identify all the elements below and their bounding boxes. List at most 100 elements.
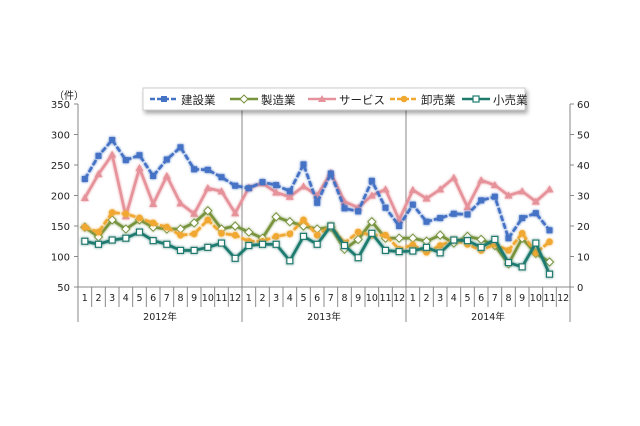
data-point [245, 241, 253, 250]
data-point [531, 197, 540, 205]
data-point [491, 193, 498, 200]
month-label: 9 [519, 293, 525, 304]
data-point [81, 176, 88, 183]
legend-item: 建設業 [150, 93, 216, 107]
data-point [217, 239, 226, 247]
data-point [477, 176, 486, 184]
data-point [232, 182, 239, 189]
month-label: 7 [492, 293, 498, 304]
data-point [136, 214, 143, 222]
data-point [286, 230, 294, 238]
month-label: 1 [410, 293, 416, 304]
left-tick-label: 300 [51, 131, 70, 142]
data-point [435, 230, 445, 240]
month-label: 12 [229, 293, 241, 304]
legend-label: 卸売業 [421, 93, 456, 107]
series-line [83, 138, 551, 240]
data-point [382, 231, 389, 239]
data-point [189, 218, 199, 228]
data-point [423, 218, 430, 225]
data-point [190, 209, 199, 217]
data-point [327, 170, 334, 177]
data-point [108, 236, 116, 244]
data-point [368, 177, 375, 184]
month-label: 1 [82, 293, 88, 304]
legend-item: サービス [308, 93, 385, 107]
month-label: 11 [543, 293, 555, 304]
unit-label: （件） [54, 90, 84, 102]
month-label: 3 [437, 293, 443, 304]
month-label: 9 [191, 293, 197, 304]
data-point [381, 185, 390, 193]
month-label: 2 [95, 293, 101, 304]
data-point [546, 227, 553, 234]
data-point [286, 257, 294, 265]
right-tick-label: 20 [577, 222, 590, 233]
data-point [231, 231, 239, 239]
data-point [546, 238, 553, 246]
right-tick-label: 40 [577, 161, 590, 172]
data-point [136, 152, 143, 159]
data-point [299, 232, 308, 240]
data-point [217, 187, 226, 195]
legend-label: 製造業 [261, 93, 296, 107]
left-tick-label: 250 [51, 161, 70, 172]
legend-label: 建設業 [181, 93, 216, 107]
data-point [231, 209, 240, 217]
month-label: 10 [366, 293, 378, 304]
right-tick-label: 0 [577, 283, 583, 294]
data-point [544, 257, 555, 267]
data-point [258, 240, 267, 248]
data-point [341, 205, 348, 212]
data-point [272, 240, 280, 248]
data-point [135, 228, 144, 236]
month-label: 11 [379, 293, 391, 304]
data-point [504, 191, 513, 199]
data-point [463, 237, 472, 245]
data-point [313, 231, 321, 239]
data-point [532, 249, 540, 257]
series-1 [81, 136, 553, 242]
month-label: 7 [328, 293, 334, 304]
data-point [272, 233, 280, 240]
legend-item: 小売業 [462, 93, 528, 107]
legend-item: 製造業 [230, 93, 296, 107]
data-point [245, 185, 252, 192]
data-point [163, 240, 171, 248]
data-point [367, 191, 376, 199]
data-point [491, 235, 499, 244]
data-point [273, 182, 280, 189]
month-label: 6 [314, 293, 320, 304]
data-point [472, 95, 480, 103]
data-point [94, 240, 103, 248]
month-label: 2 [259, 293, 265, 304]
data-point [108, 209, 116, 216]
data-point [355, 208, 362, 215]
data-point [518, 230, 526, 237]
data-point [122, 157, 129, 164]
data-point [327, 222, 335, 230]
data-point [271, 212, 281, 222]
data-point [367, 217, 377, 227]
data-point [396, 223, 403, 229]
data-point [409, 241, 417, 249]
data-point [109, 136, 116, 143]
data-point [354, 228, 362, 236]
right-tick-label: 60 [577, 100, 590, 111]
year-label: 2014年 [471, 311, 505, 323]
data-point [368, 229, 376, 237]
data-point [505, 247, 512, 254]
data-point [518, 263, 526, 271]
month-label: 8 [177, 293, 183, 304]
data-point [177, 144, 184, 151]
data-point [436, 242, 444, 249]
data-point [286, 188, 293, 195]
data-point [477, 243, 485, 251]
data-point [408, 233, 418, 243]
data-point [436, 185, 445, 193]
month-label: 4 [123, 293, 129, 304]
data-point [318, 95, 326, 102]
month-label: 1 [246, 293, 252, 304]
data-point [122, 210, 130, 218]
